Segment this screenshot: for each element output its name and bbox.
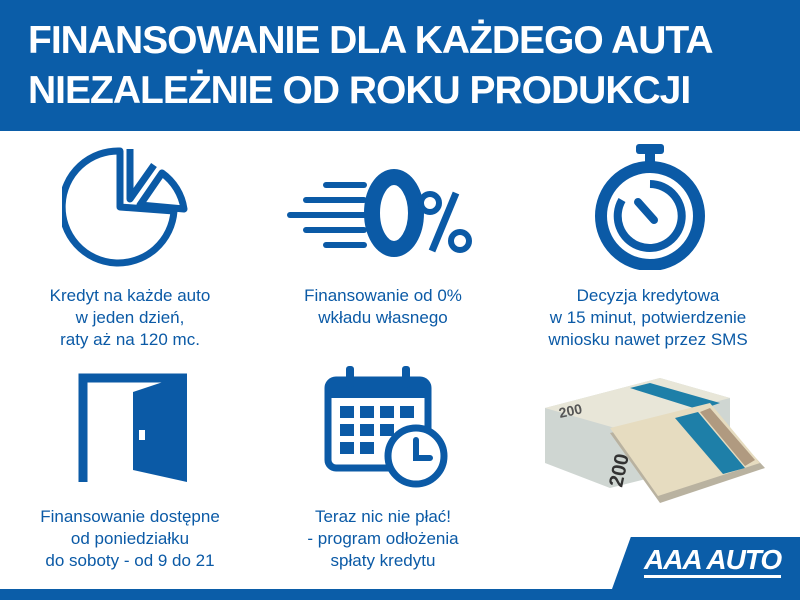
stopwatch-icon — [595, 144, 705, 270]
feature-text: Decyzja kredytowa — [576, 286, 720, 305]
feature-text: w jeden dzień, — [75, 308, 185, 327]
zero-percent-icon — [287, 169, 472, 257]
feature-text: w 15 minut, potwierdzenie — [549, 308, 747, 327]
feature-zero-down: Finansowanie od 0% wkładu własnego — [253, 285, 513, 329]
feature-text: od poniedziałku — [70, 529, 190, 548]
logo-text: AAA AUTO — [644, 545, 782, 578]
feature-text: wniosku nawet przez SMS — [548, 330, 748, 349]
headline-line-2: NIEZALEŻNIE OD ROKU PRODUKCJI — [28, 69, 691, 112]
feature-text: Finansowanie od 0% — [304, 286, 462, 305]
feature-text: Finansowanie dostępne — [40, 507, 220, 526]
headline-line-1: FINANSOWANIE DLA KAŻDEGO AUTA — [28, 19, 714, 62]
banknote-stack-front: 200 — [605, 403, 765, 503]
feature-credit: Kredyt na każde auto w jeden dzień, raty… — [0, 285, 260, 351]
feature-text: spłaty kredytu — [330, 551, 436, 570]
feature-text: Teraz nic nie płać! — [314, 507, 452, 526]
money-stack-image: 200 200 — [545, 378, 765, 503]
header-banner: FINANSOWANIE DLA KAŻDEGO AUTA NIEZALEŻNI… — [0, 0, 800, 131]
pie-chart-icon — [62, 147, 188, 267]
bottom-strip — [0, 589, 800, 600]
feature-text: do soboty - od 9 do 21 — [45, 551, 215, 570]
feature-decision: Decyzja kredytowa w 15 minut, potwierdze… — [518, 285, 778, 351]
feature-deferral: Teraz nic nie płać! - program odłożenia … — [253, 506, 513, 572]
banknote-value-back: 200 — [557, 400, 583, 421]
feature-text: - program odłożenia — [307, 529, 459, 548]
feature-text: raty aż na 120 mc. — [60, 330, 200, 349]
feature-hours: Finansowanie dostępne od poniedziałku do… — [0, 506, 260, 572]
calendar-clock-icon — [324, 366, 448, 488]
aaa-auto-logo: AAA AUTO — [612, 537, 800, 589]
door-icon — [78, 373, 187, 482]
feature-text: wkładu własnego — [318, 308, 448, 327]
feature-text: Kredyt na każde auto — [49, 286, 211, 305]
